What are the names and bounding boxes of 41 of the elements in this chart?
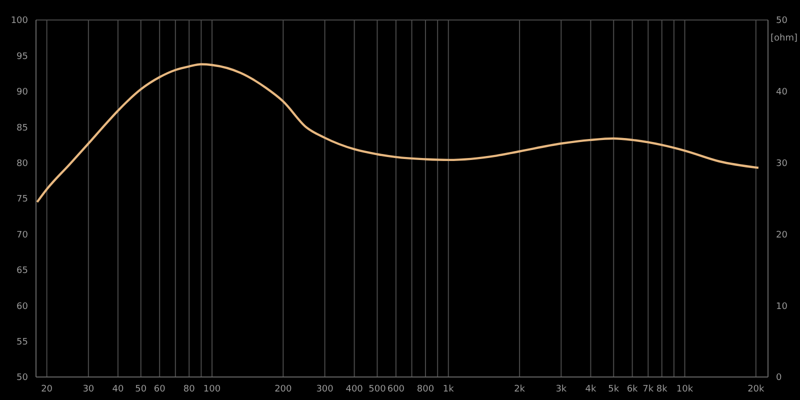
y-tick-label: 60 — [16, 302, 28, 312]
x-tick-label: 50 — [135, 384, 147, 394]
x-tick-label: 2k — [514, 384, 526, 394]
y2-tick-label: 50 — [776, 16, 788, 26]
y2-axis-title: [ohm] — [770, 33, 798, 44]
x-tick-label: 400 — [346, 384, 364, 394]
x-tick-label: 300 — [316, 384, 334, 394]
y-tick-label: 75 — [16, 194, 28, 205]
x-tick-label: 200 — [274, 384, 292, 394]
y-tick-label: 90 — [16, 88, 28, 98]
x-tick-label: 30 — [82, 384, 94, 394]
y2-tick-label: 10 — [776, 302, 788, 312]
y-tick-label: 50 — [16, 373, 28, 384]
x-tick-label: 60 — [154, 384, 166, 394]
y-tick-label: 100 — [10, 16, 28, 26]
x-tick-label: 4k — [585, 384, 597, 394]
x-tick-label: 800 — [416, 384, 434, 394]
y2-tick-label: 30 — [776, 158, 788, 169]
x-tick-label: 20 — [41, 384, 53, 394]
y-tick-label: 85 — [16, 123, 28, 134]
x-tick-label: 1k — [442, 384, 455, 394]
y-tick-label: 55 — [16, 337, 28, 348]
x-tick-label: 100 — [203, 384, 221, 394]
x-tick-label: 7k — [642, 384, 654, 394]
x-tick-label: 10k — [676, 384, 694, 394]
y-tick-label: 80 — [16, 158, 28, 169]
y-tick-label: 65 — [16, 266, 28, 276]
y2-tick-label: 0 — [776, 373, 782, 384]
x-tick-label: 6k — [626, 384, 639, 394]
x-tick-label: 20k — [748, 384, 766, 394]
y-tick-label: 95 — [16, 52, 28, 62]
x-tick-label: 80 — [183, 384, 196, 394]
x-tick-label: 5k — [608, 384, 620, 394]
x-tick-label: 8k — [656, 384, 668, 394]
x-tick-label: 500 — [368, 384, 386, 394]
x-tick-label: 40 — [112, 384, 124, 394]
x-tick-label: 3k — [556, 384, 568, 394]
y2-tick-label: 40 — [776, 88, 788, 98]
y-tick-label: 70 — [16, 230, 28, 240]
y2-tick-label: 20 — [776, 230, 788, 240]
x-tick-label: 600 — [387, 384, 405, 394]
